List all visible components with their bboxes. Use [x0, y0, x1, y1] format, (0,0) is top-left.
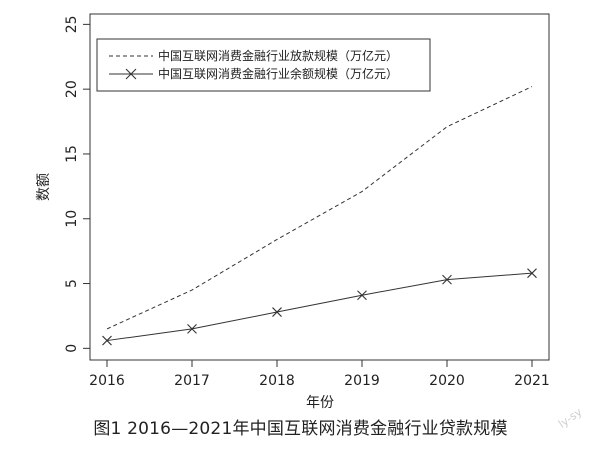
series-line-1: [106, 272, 533, 342]
x-tick-label: 2019: [344, 373, 380, 389]
x-axis-label: 年份: [306, 395, 334, 410]
data-point-marker: [102, 335, 112, 346]
data-point-marker: [272, 307, 282, 317]
y-tick-label: 10: [64, 210, 80, 228]
data-point-marker: [527, 268, 537, 279]
x-tick-label: 2017: [174, 373, 210, 389]
x-tick-label: 2018: [259, 373, 295, 389]
series-line-0: [106, 86, 533, 330]
series-layer: [102, 86, 537, 346]
y-tick-label: 20: [64, 80, 80, 98]
x-axis: 2016 2017 2018 2019 2020 2021: [89, 360, 550, 389]
legend-label-balance-volume: 中国互联网消费金融行业余额规模（万亿元）: [158, 66, 398, 81]
x-tick-label: 2020: [429, 373, 465, 389]
figure-caption: 图1 2016—2021年中国互联网消费金融行业贷款规模: [93, 419, 508, 439]
legend-box: [96, 38, 431, 92]
data-point-marker: [442, 274, 452, 285]
data-point-marker: [187, 324, 197, 334]
y-axis-label: 数额: [36, 173, 52, 201]
data-point-marker: [357, 290, 367, 301]
y-tick-label: 25: [64, 15, 80, 33]
y-tick-label: 5: [64, 279, 80, 288]
line-chart: 2016 2017 2018 2019 2020 2021 0 5 10 15 20 25 年份 数…: [36, 13, 550, 410]
x-tick-label: 2021: [514, 373, 550, 389]
y-tick-label: 0: [64, 344, 80, 353]
y-axis: 0 5 10 15 20 25: [64, 15, 90, 353]
plot-frame: [89, 13, 550, 361]
x-tick-label: 2016: [89, 373, 125, 389]
legend-label-loan-volume: 中国互联网消费金融行业放款规模（万亿元）: [158, 48, 398, 63]
legend-marker-x: [125, 68, 137, 80]
y-tick-label: 15: [64, 145, 80, 163]
legend: 中国互联网消费金融行业放款规模（万亿元） 中国互联网消费金融行业余额规模（万亿元…: [96, 38, 431, 92]
